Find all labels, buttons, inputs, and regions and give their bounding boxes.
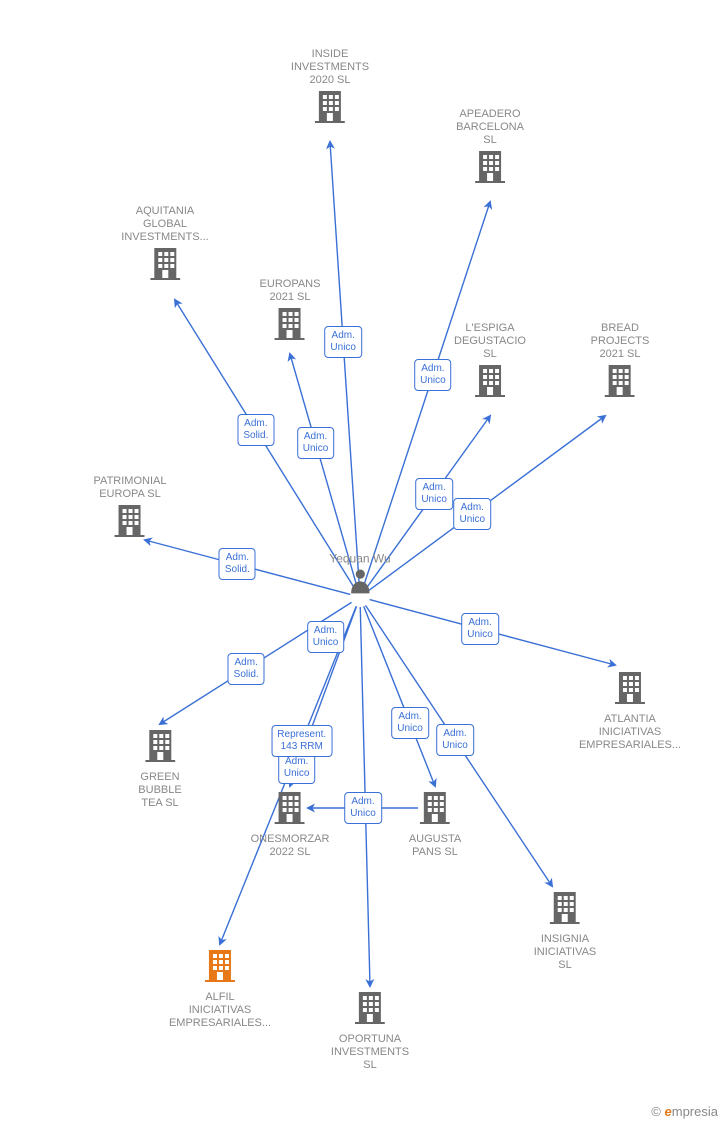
graph-edge xyxy=(145,540,350,594)
center-label: Yequan Wu xyxy=(329,552,390,566)
brand-first-letter: e xyxy=(665,1104,672,1119)
copyright-symbol: © xyxy=(651,1104,661,1119)
graph-edge xyxy=(360,607,370,986)
graph-edge xyxy=(370,600,615,665)
graph-edge xyxy=(368,416,605,591)
graph-edge xyxy=(160,602,352,724)
graph-edge xyxy=(363,202,490,588)
graph-edge xyxy=(364,606,435,786)
graph-edge xyxy=(175,300,355,589)
watermark: © empresia xyxy=(651,1104,718,1119)
graph-edge xyxy=(330,142,359,587)
person-icon xyxy=(349,568,371,594)
graph-edge xyxy=(366,605,552,886)
brand-rest: mpresia xyxy=(672,1104,718,1119)
graph-edge xyxy=(220,606,356,944)
graph-edge xyxy=(290,606,357,786)
center-person-node[interactable]: Yequan Wu xyxy=(329,552,390,599)
